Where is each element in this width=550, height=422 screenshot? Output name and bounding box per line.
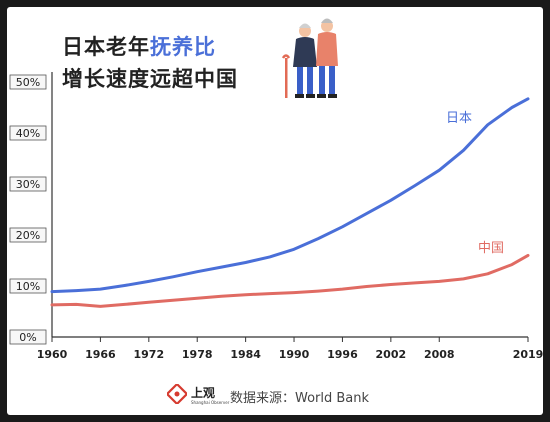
x-tick-label: 1960: [37, 348, 68, 361]
brand-name: 上观: [191, 386, 216, 400]
elderly-couple-icon: [281, 18, 338, 98]
x-tick-label: 1972: [134, 348, 165, 361]
data-source: 数据来源：World Bank: [230, 391, 370, 406]
x-tick-label: 1996: [327, 348, 358, 361]
chart-title-line-1: 日本老年抚养比: [62, 31, 216, 61]
y-tick-label: 50%: [16, 76, 40, 89]
title-prefix: 日本老年: [62, 35, 150, 59]
series-line-1: [50, 253, 530, 308]
y-tick-box: [9, 74, 47, 90]
y-tick-label: 30%: [16, 178, 40, 191]
y-tick-label: 20%: [16, 229, 40, 242]
x-tick-label: 1966: [85, 348, 116, 361]
chart-axes: 0% 10% 20% 30% 40% 50% 1960 1966 1972 1978 1984 199…: [9, 72, 544, 361]
y-tick-box: [9, 278, 47, 294]
x-tick-label: 1984: [230, 348, 261, 361]
footer: 上观 Shanghai Observer 数据来源：World Bank: [0, 380, 550, 410]
chart-title-line-2: 增长速度远超中国: [62, 67, 238, 91]
shanghai-observer-logo-icon: [167, 384, 187, 404]
chart-card: [7, 7, 543, 415]
y-tick-box: [9, 176, 47, 192]
y-tick-box: [9, 227, 47, 243]
chart-series: [50, 97, 530, 308]
x-tick-label: 1990: [279, 348, 310, 361]
x-tick-label: 2019: [513, 348, 544, 361]
x-tick-label: 2002: [376, 348, 407, 361]
y-tick-label: 10%: [16, 280, 40, 293]
y-tick-label: 40%: [16, 127, 40, 140]
y-tick-box: [9, 125, 47, 141]
series-line-0: [50, 97, 530, 294]
y-tick-label: 0%: [19, 331, 36, 344]
x-tick-label: 2008: [424, 348, 455, 361]
y-tick-box: [9, 329, 47, 345]
series-label-0: 日本: [446, 111, 472, 126]
brand-subtitle: Shanghai Observer: [191, 400, 230, 405]
x-tick-label: 1978: [182, 348, 213, 361]
series-label-1: 中国: [478, 241, 504, 256]
title-accent: 抚养比: [150, 35, 216, 59]
